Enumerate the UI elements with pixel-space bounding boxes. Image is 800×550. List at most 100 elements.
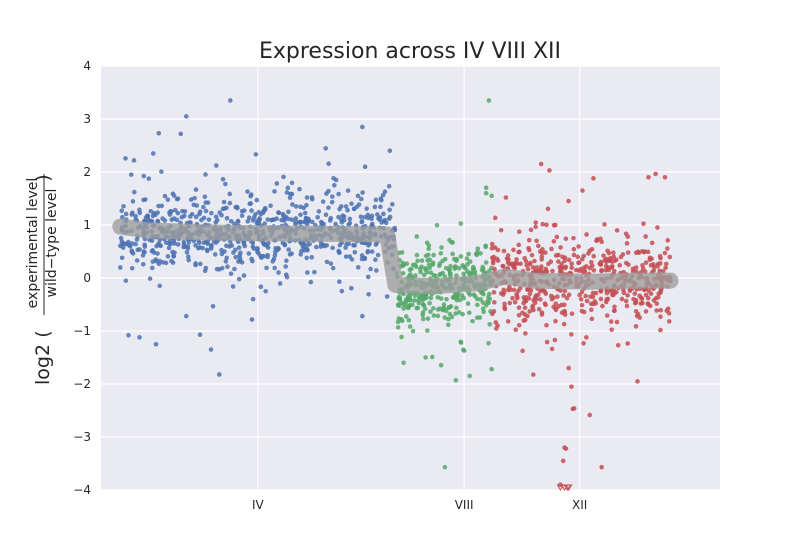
data-point: [600, 303, 605, 309]
data-point: [448, 264, 453, 269]
data-point: [483, 302, 489, 308]
data-point: [461, 271, 466, 277]
data-point: [500, 292, 506, 297]
data-point: [618, 254, 624, 260]
data-point: [225, 264, 230, 269]
data-point: [590, 290, 596, 296]
data-point: [326, 161, 331, 166]
data-point: [219, 251, 225, 257]
data-point: [249, 317, 255, 322]
data-point: [189, 211, 195, 217]
data-point: [387, 148, 393, 154]
data-point: [354, 204, 360, 209]
data-point: [550, 268, 555, 274]
data-point: [646, 175, 651, 180]
data-point: [608, 255, 613, 261]
data-point: [406, 317, 412, 323]
data-point: [453, 311, 458, 316]
data-point: [587, 412, 593, 418]
data-point: [194, 203, 200, 208]
data-point: [320, 199, 326, 204]
data-point: [553, 222, 558, 228]
data-point: [368, 266, 373, 272]
data-point: [284, 258, 289, 263]
data-point: [204, 239, 209, 245]
data-point: [446, 316, 451, 322]
data-point: [571, 252, 577, 258]
data-point: [555, 294, 560, 300]
data-point: [253, 152, 259, 157]
data-point: [617, 263, 623, 268]
data-point: [395, 325, 401, 330]
data-point: [241, 208, 247, 213]
data-point: [438, 251, 444, 256]
data-point: [212, 252, 218, 257]
data-point: [604, 290, 610, 296]
data-point: [580, 188, 585, 193]
data-point: [378, 204, 383, 210]
data-point: [562, 255, 568, 260]
data-point: [253, 212, 258, 217]
data-point: [608, 319, 614, 324]
data-point: [665, 246, 670, 251]
data-point: [198, 261, 203, 267]
data-point: [468, 270, 474, 276]
data-point: [520, 348, 525, 354]
trend-line: [112, 218, 679, 294]
data-point: [470, 264, 476, 270]
data-point: [490, 260, 496, 266]
data-point: [458, 254, 464, 259]
data-point: [203, 172, 208, 177]
data-point: [245, 219, 251, 224]
data-point: [126, 332, 131, 338]
data-point: [653, 171, 658, 177]
data-point: [364, 206, 370, 211]
data-point: [571, 406, 577, 411]
data-point: [522, 317, 528, 323]
data-point: [589, 307, 594, 312]
data-point: [160, 216, 165, 221]
data-point: [401, 306, 406, 311]
data-point: [426, 262, 432, 268]
data-point: [412, 293, 418, 298]
data-point: [133, 213, 138, 219]
data-point: [434, 222, 440, 228]
data-point: [261, 253, 266, 259]
data-point: [413, 273, 418, 278]
data-point: [536, 306, 542, 312]
x-tick-label: IV: [252, 498, 265, 512]
data-point: [262, 207, 268, 212]
data-point: [359, 219, 365, 225]
data-point: [609, 264, 615, 269]
data-point: [355, 193, 361, 199]
data-point: [516, 242, 522, 248]
data-point: [130, 199, 136, 204]
data-point: [156, 131, 162, 136]
data-point: [347, 216, 353, 222]
data-point: [405, 293, 411, 299]
data-point: [528, 260, 533, 266]
data-point: [147, 237, 152, 243]
data-point: [623, 260, 629, 266]
data-point: [492, 215, 498, 221]
data-point: [150, 151, 156, 156]
data-point: [184, 250, 190, 255]
data-point: [559, 265, 564, 270]
data-point: [614, 319, 620, 325]
data-point: [491, 290, 497, 295]
data-point: [657, 268, 663, 274]
data-point: [403, 314, 409, 319]
data-point: [613, 257, 619, 263]
data-point: [553, 318, 558, 324]
data-point: [454, 295, 459, 300]
data-point: [367, 241, 372, 246]
data-point: [141, 173, 147, 179]
data-point: [646, 288, 651, 294]
data-point: [146, 176, 152, 181]
data-point: [129, 265, 135, 271]
data-point: [474, 315, 480, 320]
data-point: [201, 204, 206, 210]
data-point: [456, 265, 462, 271]
data-point: [625, 293, 630, 298]
data-point: [615, 343, 621, 348]
